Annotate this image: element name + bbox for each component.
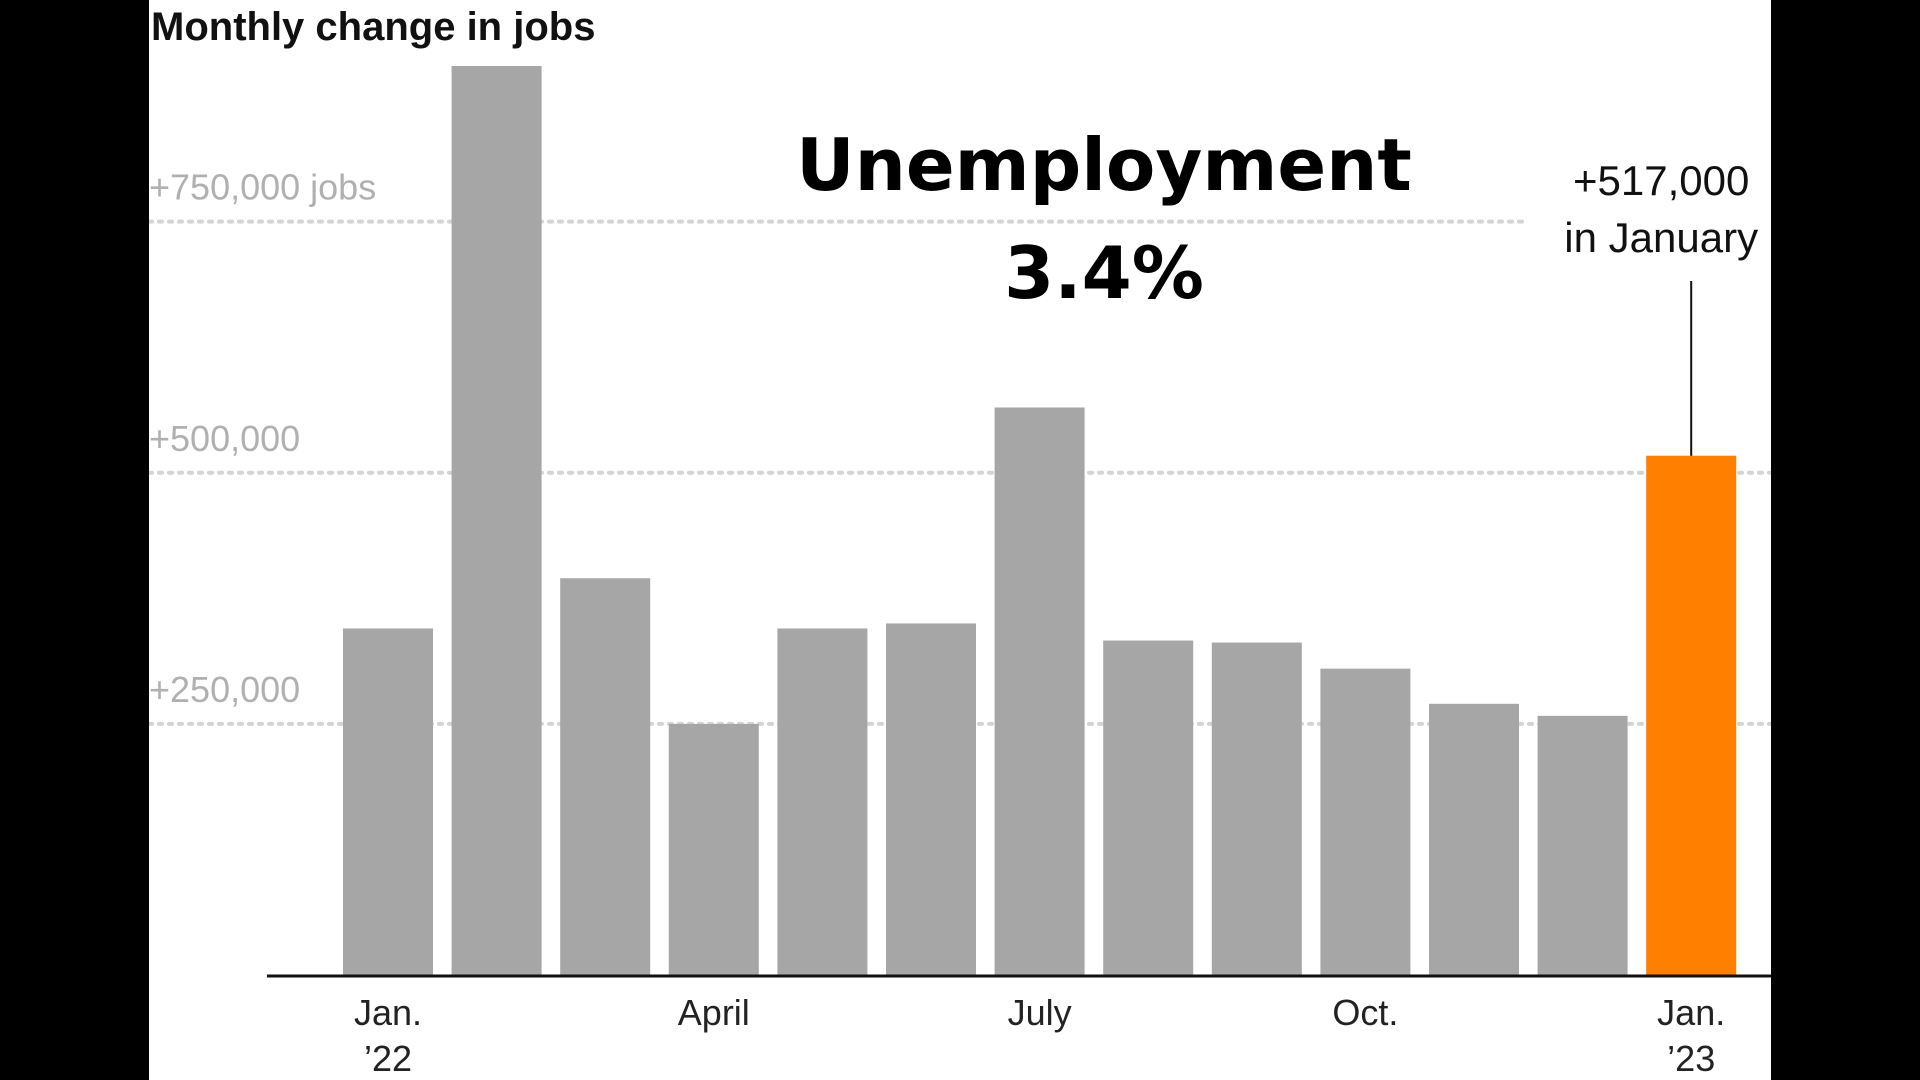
y-axis-ticks: +250,000 +500,000 +750,000 jobs [149,167,376,710]
bar [560,578,651,975]
y-tick-label: +500,000 [149,418,300,459]
bar-chart: +250,000 +500,000 +750,000 jobs Jan. ’22 Apr… [149,5,1771,1079]
bars [343,66,1737,975]
bar-highlight [1646,455,1737,975]
chart-title: Monthly change in jobs [151,5,595,49]
bar [343,628,433,975]
bar [994,407,1085,975]
chart-panel: +250,000 +500,000 +750,000 jobs Jan. ’22 Apr… [149,0,1771,1080]
y-tick-label: +250,000 [149,669,300,710]
january-callout: +517,000 in January [1564,157,1758,456]
bar [777,628,868,975]
x-tick-label: Jan. [1657,992,1725,1033]
bar [451,66,542,975]
bar [1103,640,1194,975]
bar [886,623,976,975]
bar [1211,642,1302,975]
y-tick-label: +750,000 jobs [149,167,376,208]
x-tick-label: April [678,992,750,1033]
x-tick-label: July [1008,992,1072,1033]
bar [1429,703,1519,975]
x-tick-label-year: ’23 [1667,1038,1715,1079]
unemployment-label: Unemployment [796,123,1412,207]
callout-label: in January [1564,214,1758,261]
x-tick-label: Jan. [354,992,422,1033]
x-tick-label: Oct. [1332,992,1398,1033]
x-axis-ticks: Jan. ’22 April July Oct. Jan. ’23 [354,992,1725,1079]
unemployment-rate: 3.4% [1004,231,1204,315]
bar [1320,668,1411,975]
bar [1537,715,1628,975]
x-tick-label-year: ’22 [364,1038,412,1079]
callout-value: +517,000 [1573,157,1749,204]
bar [668,723,759,975]
